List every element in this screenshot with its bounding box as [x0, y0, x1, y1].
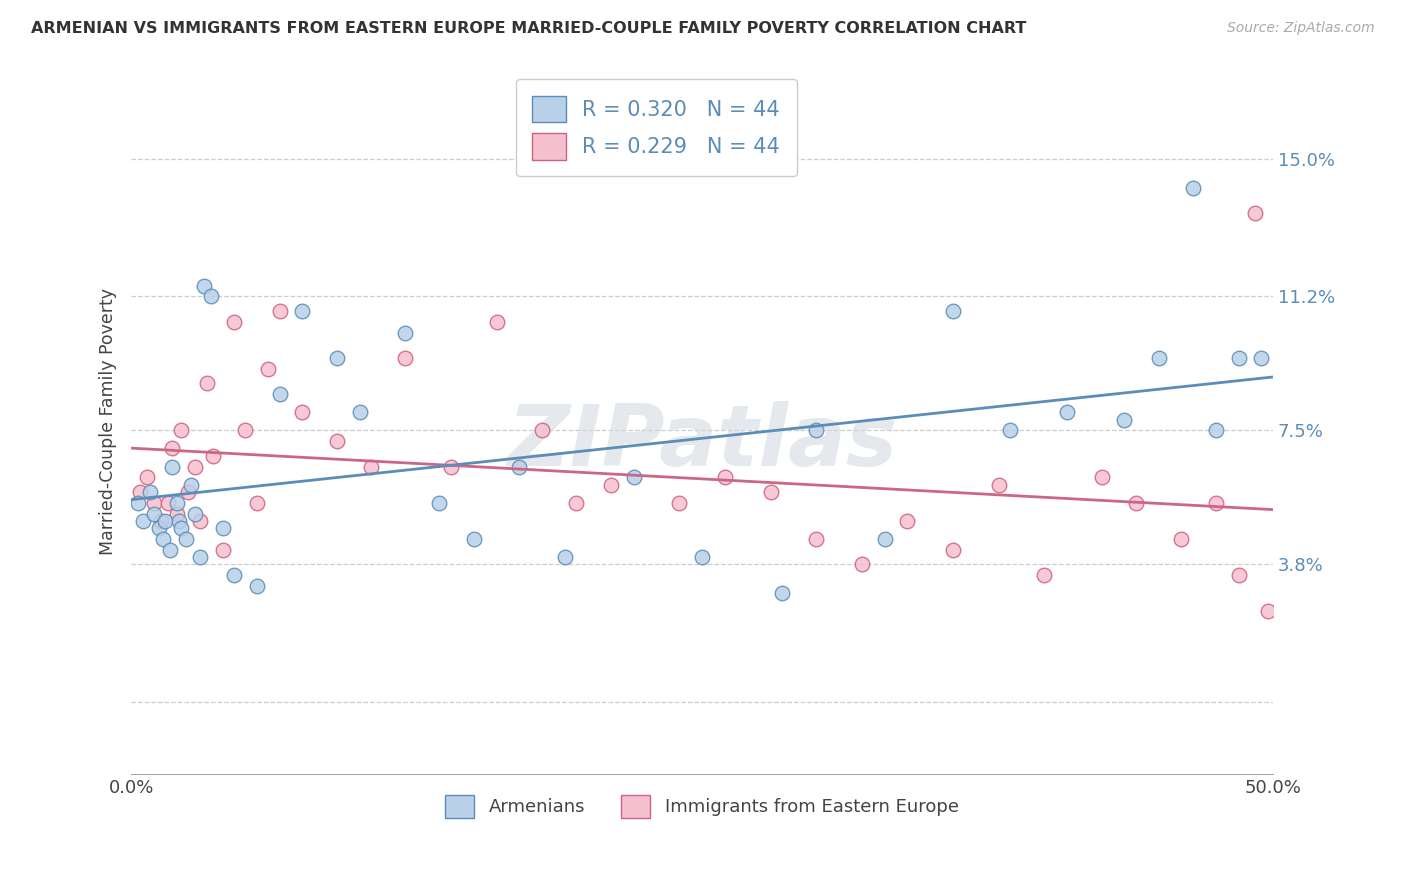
- Text: Source: ZipAtlas.com: Source: ZipAtlas.com: [1227, 21, 1375, 35]
- Point: [1205, 496, 1227, 510]
- Point: [1090, 470, 1112, 484]
- Point: [987, 477, 1010, 491]
- Point: [149, 514, 172, 528]
- Point: [440, 459, 463, 474]
- Point: [1033, 568, 1056, 582]
- Point: [202, 449, 225, 463]
- Point: [143, 507, 166, 521]
- Point: [668, 496, 690, 510]
- Point: [942, 304, 965, 318]
- Point: [599, 477, 621, 491]
- Point: [1227, 351, 1250, 365]
- Point: [565, 496, 588, 510]
- Point: [170, 423, 193, 437]
- Point: [360, 459, 382, 474]
- Point: [759, 484, 782, 499]
- Text: ZIPatlas: ZIPatlas: [508, 401, 897, 484]
- Point: [1125, 496, 1147, 510]
- Point: [246, 496, 269, 510]
- Y-axis label: Married-Couple Family Poverty: Married-Couple Family Poverty: [100, 288, 117, 555]
- Point: [129, 484, 152, 499]
- Point: [188, 549, 211, 564]
- Point: [211, 521, 233, 535]
- Point: [193, 278, 215, 293]
- Point: [1227, 568, 1250, 582]
- Point: [148, 521, 170, 535]
- Point: [155, 514, 177, 528]
- Point: [394, 326, 416, 340]
- Point: [942, 542, 965, 557]
- Point: [1170, 532, 1192, 546]
- Point: [195, 376, 218, 391]
- Point: [1257, 604, 1279, 618]
- Point: [162, 442, 184, 456]
- Point: [1056, 405, 1078, 419]
- Point: [1243, 206, 1265, 220]
- Point: [1000, 423, 1022, 437]
- Point: [167, 514, 190, 528]
- Legend: Armenians, Immigrants from Eastern Europe: Armenians, Immigrants from Eastern Europ…: [439, 788, 966, 825]
- Point: [873, 532, 896, 546]
- Point: [177, 484, 200, 499]
- Point: [623, 470, 645, 484]
- Point: [325, 434, 347, 449]
- Point: [851, 558, 873, 572]
- Point: [1250, 351, 1272, 365]
- Point: [804, 532, 827, 546]
- Point: [174, 532, 197, 546]
- Point: [166, 507, 188, 521]
- Point: [485, 315, 508, 329]
- Point: [269, 387, 291, 401]
- Point: [184, 507, 207, 521]
- Point: [291, 304, 314, 318]
- Point: [1181, 181, 1204, 195]
- Point: [180, 477, 202, 491]
- Point: [152, 532, 174, 546]
- Text: ARMENIAN VS IMMIGRANTS FROM EASTERN EUROPE MARRIED-COUPLE FAMILY POVERTY CORRELA: ARMENIAN VS IMMIGRANTS FROM EASTERN EURO…: [31, 21, 1026, 36]
- Point: [531, 423, 554, 437]
- Point: [222, 315, 245, 329]
- Point: [269, 304, 291, 318]
- Point: [159, 542, 181, 557]
- Point: [804, 423, 827, 437]
- Point: [554, 549, 576, 564]
- Point: [394, 351, 416, 365]
- Point: [222, 568, 245, 582]
- Point: [166, 496, 188, 510]
- Point: [429, 496, 451, 510]
- Point: [291, 405, 314, 419]
- Point: [200, 289, 222, 303]
- Point: [138, 484, 160, 499]
- Point: [162, 459, 184, 474]
- Point: [184, 459, 207, 474]
- Point: [127, 496, 149, 510]
- Point: [156, 496, 179, 510]
- Point: [257, 362, 280, 376]
- Point: [508, 459, 530, 474]
- Point: [188, 514, 211, 528]
- Point: [211, 542, 233, 557]
- Point: [170, 521, 193, 535]
- Point: [143, 496, 166, 510]
- Point: [131, 514, 153, 528]
- Point: [463, 532, 485, 546]
- Point: [246, 579, 269, 593]
- Point: [770, 586, 793, 600]
- Point: [325, 351, 347, 365]
- Point: [235, 423, 257, 437]
- Point: [1147, 351, 1170, 365]
- Point: [690, 549, 713, 564]
- Point: [136, 470, 159, 484]
- Point: [714, 470, 737, 484]
- Point: [1114, 412, 1136, 426]
- Point: [349, 405, 371, 419]
- Point: [896, 514, 918, 528]
- Point: [1205, 423, 1227, 437]
